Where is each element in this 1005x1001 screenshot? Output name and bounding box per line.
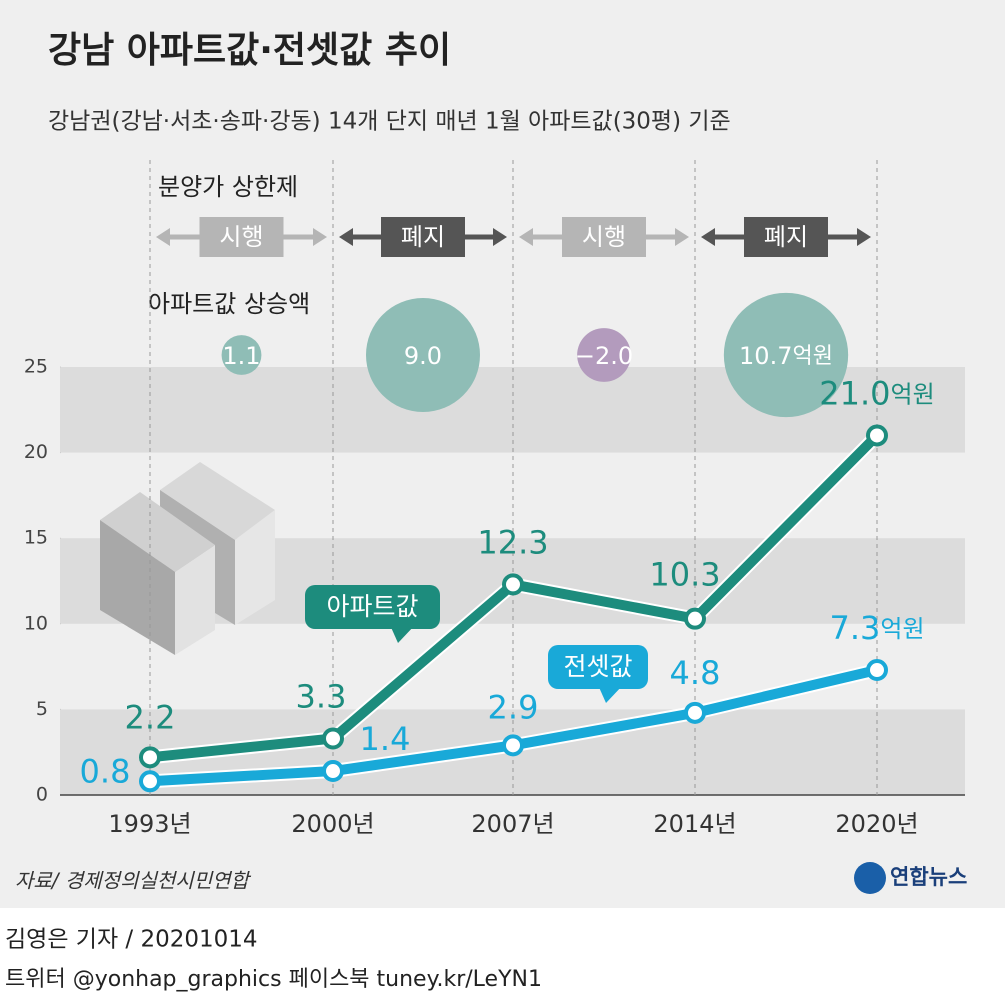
logo: 연합뉴스	[890, 865, 967, 889]
callout-box	[305, 585, 440, 629]
point	[684, 701, 706, 724]
value-label: 4.8	[670, 654, 721, 692]
value: 2.2	[125, 698, 176, 736]
value-label: 3.3	[296, 678, 347, 716]
y-tick-label: 0	[36, 784, 48, 806]
period-label: 폐지	[764, 223, 808, 251]
value-label: 2.9	[488, 688, 539, 726]
value-label: 0.8	[80, 752, 131, 790]
callout-box	[548, 645, 648, 689]
period-label: 시행	[582, 223, 626, 251]
value-label: 21.0억원	[819, 374, 934, 412]
callout-tail	[598, 685, 623, 703]
value: 2.9	[488, 688, 539, 726]
point	[502, 573, 524, 596]
increase-label: 10.7억원	[739, 342, 833, 370]
period-box	[562, 217, 646, 257]
increase-value: 9.0	[404, 342, 442, 370]
callout-tail	[390, 625, 415, 643]
point	[322, 760, 344, 783]
value: 10.3	[649, 556, 720, 594]
chart-title: 강남 아파트값·전셋값 추이	[48, 30, 451, 71]
arrow-head	[493, 228, 507, 246]
arrow-head	[675, 228, 689, 246]
value: 0.8	[80, 752, 131, 790]
period-box	[381, 217, 465, 257]
unit: 억원	[880, 615, 924, 643]
arrow-head	[701, 228, 715, 246]
increase-label: 1.1	[222, 342, 260, 370]
x-tick-label: 2000년	[291, 810, 374, 838]
period-box	[199, 217, 284, 257]
value-label: 7.3억원	[829, 609, 924, 647]
arrow-head	[156, 228, 170, 246]
increase-bubble	[723, 292, 849, 418]
period-box	[744, 217, 828, 257]
point	[684, 607, 706, 630]
increase-label: 9.0	[404, 342, 442, 370]
increase-value: 10.7	[739, 342, 792, 370]
value: 3.3	[296, 678, 347, 716]
increase-bubble	[577, 328, 631, 382]
increase-value: −2.0	[575, 342, 633, 370]
byline: 김영은 기자 / 20201014	[5, 927, 258, 953]
increase-title: 아파트값 상승액	[148, 290, 310, 318]
y-tick-label: 15	[24, 527, 48, 549]
building-icon	[100, 462, 275, 655]
legend-label: 아파트값	[326, 592, 418, 621]
value-label: 10.3	[649, 556, 720, 594]
x-tick-label: 2020년	[835, 810, 918, 838]
increase-bubble	[221, 335, 262, 375]
arrow-head	[313, 228, 327, 246]
point	[139, 770, 161, 793]
point	[866, 424, 888, 447]
value: 7.3	[829, 609, 880, 647]
source: 자료/ 경제정의실천시민연합	[15, 869, 251, 893]
x-tick-label: 2007년	[471, 810, 554, 838]
period-label: 시행	[219, 223, 263, 251]
logo-icon	[854, 862, 886, 894]
period-label: 폐지	[401, 223, 445, 251]
unit: 억원	[792, 344, 832, 369]
policy-title: 분양가 상한제	[158, 173, 298, 201]
point	[322, 727, 344, 750]
x-tick-label: 2014년	[653, 810, 736, 838]
arrow-head	[857, 228, 871, 246]
increase-bubble	[366, 298, 480, 412]
subtitle: 강남권(강남·서초·송파·강동) 14개 단지 매년 1월 아파트값(30평) …	[48, 109, 731, 135]
value: 21.0	[819, 374, 890, 412]
value: 1.4	[360, 720, 411, 758]
point	[502, 734, 524, 757]
y-tick-label: 5	[36, 698, 48, 720]
point	[866, 659, 888, 682]
unit: 억원	[891, 380, 935, 408]
y-tick-label: 10	[24, 612, 48, 634]
value-label: 2.2	[125, 698, 176, 736]
value-label: 12.3	[477, 523, 548, 561]
y-tick-label: 20	[24, 441, 48, 463]
value: 12.3	[477, 523, 548, 561]
value: 4.8	[670, 654, 721, 692]
point	[139, 746, 161, 769]
social: 트위터 @yonhap_graphics 페이스북 tuney.kr/LeYN1	[5, 967, 542, 992]
value-label: 1.4	[360, 720, 411, 758]
x-tick-label: 1993년	[108, 810, 191, 838]
arrow-head	[519, 228, 533, 246]
y-tick-label: 25	[24, 356, 48, 378]
increase-label: −2.0	[575, 342, 633, 370]
legend-label: 전셋값	[563, 652, 632, 681]
increase-value: 1.1	[222, 342, 260, 370]
arrow-head	[339, 228, 353, 246]
